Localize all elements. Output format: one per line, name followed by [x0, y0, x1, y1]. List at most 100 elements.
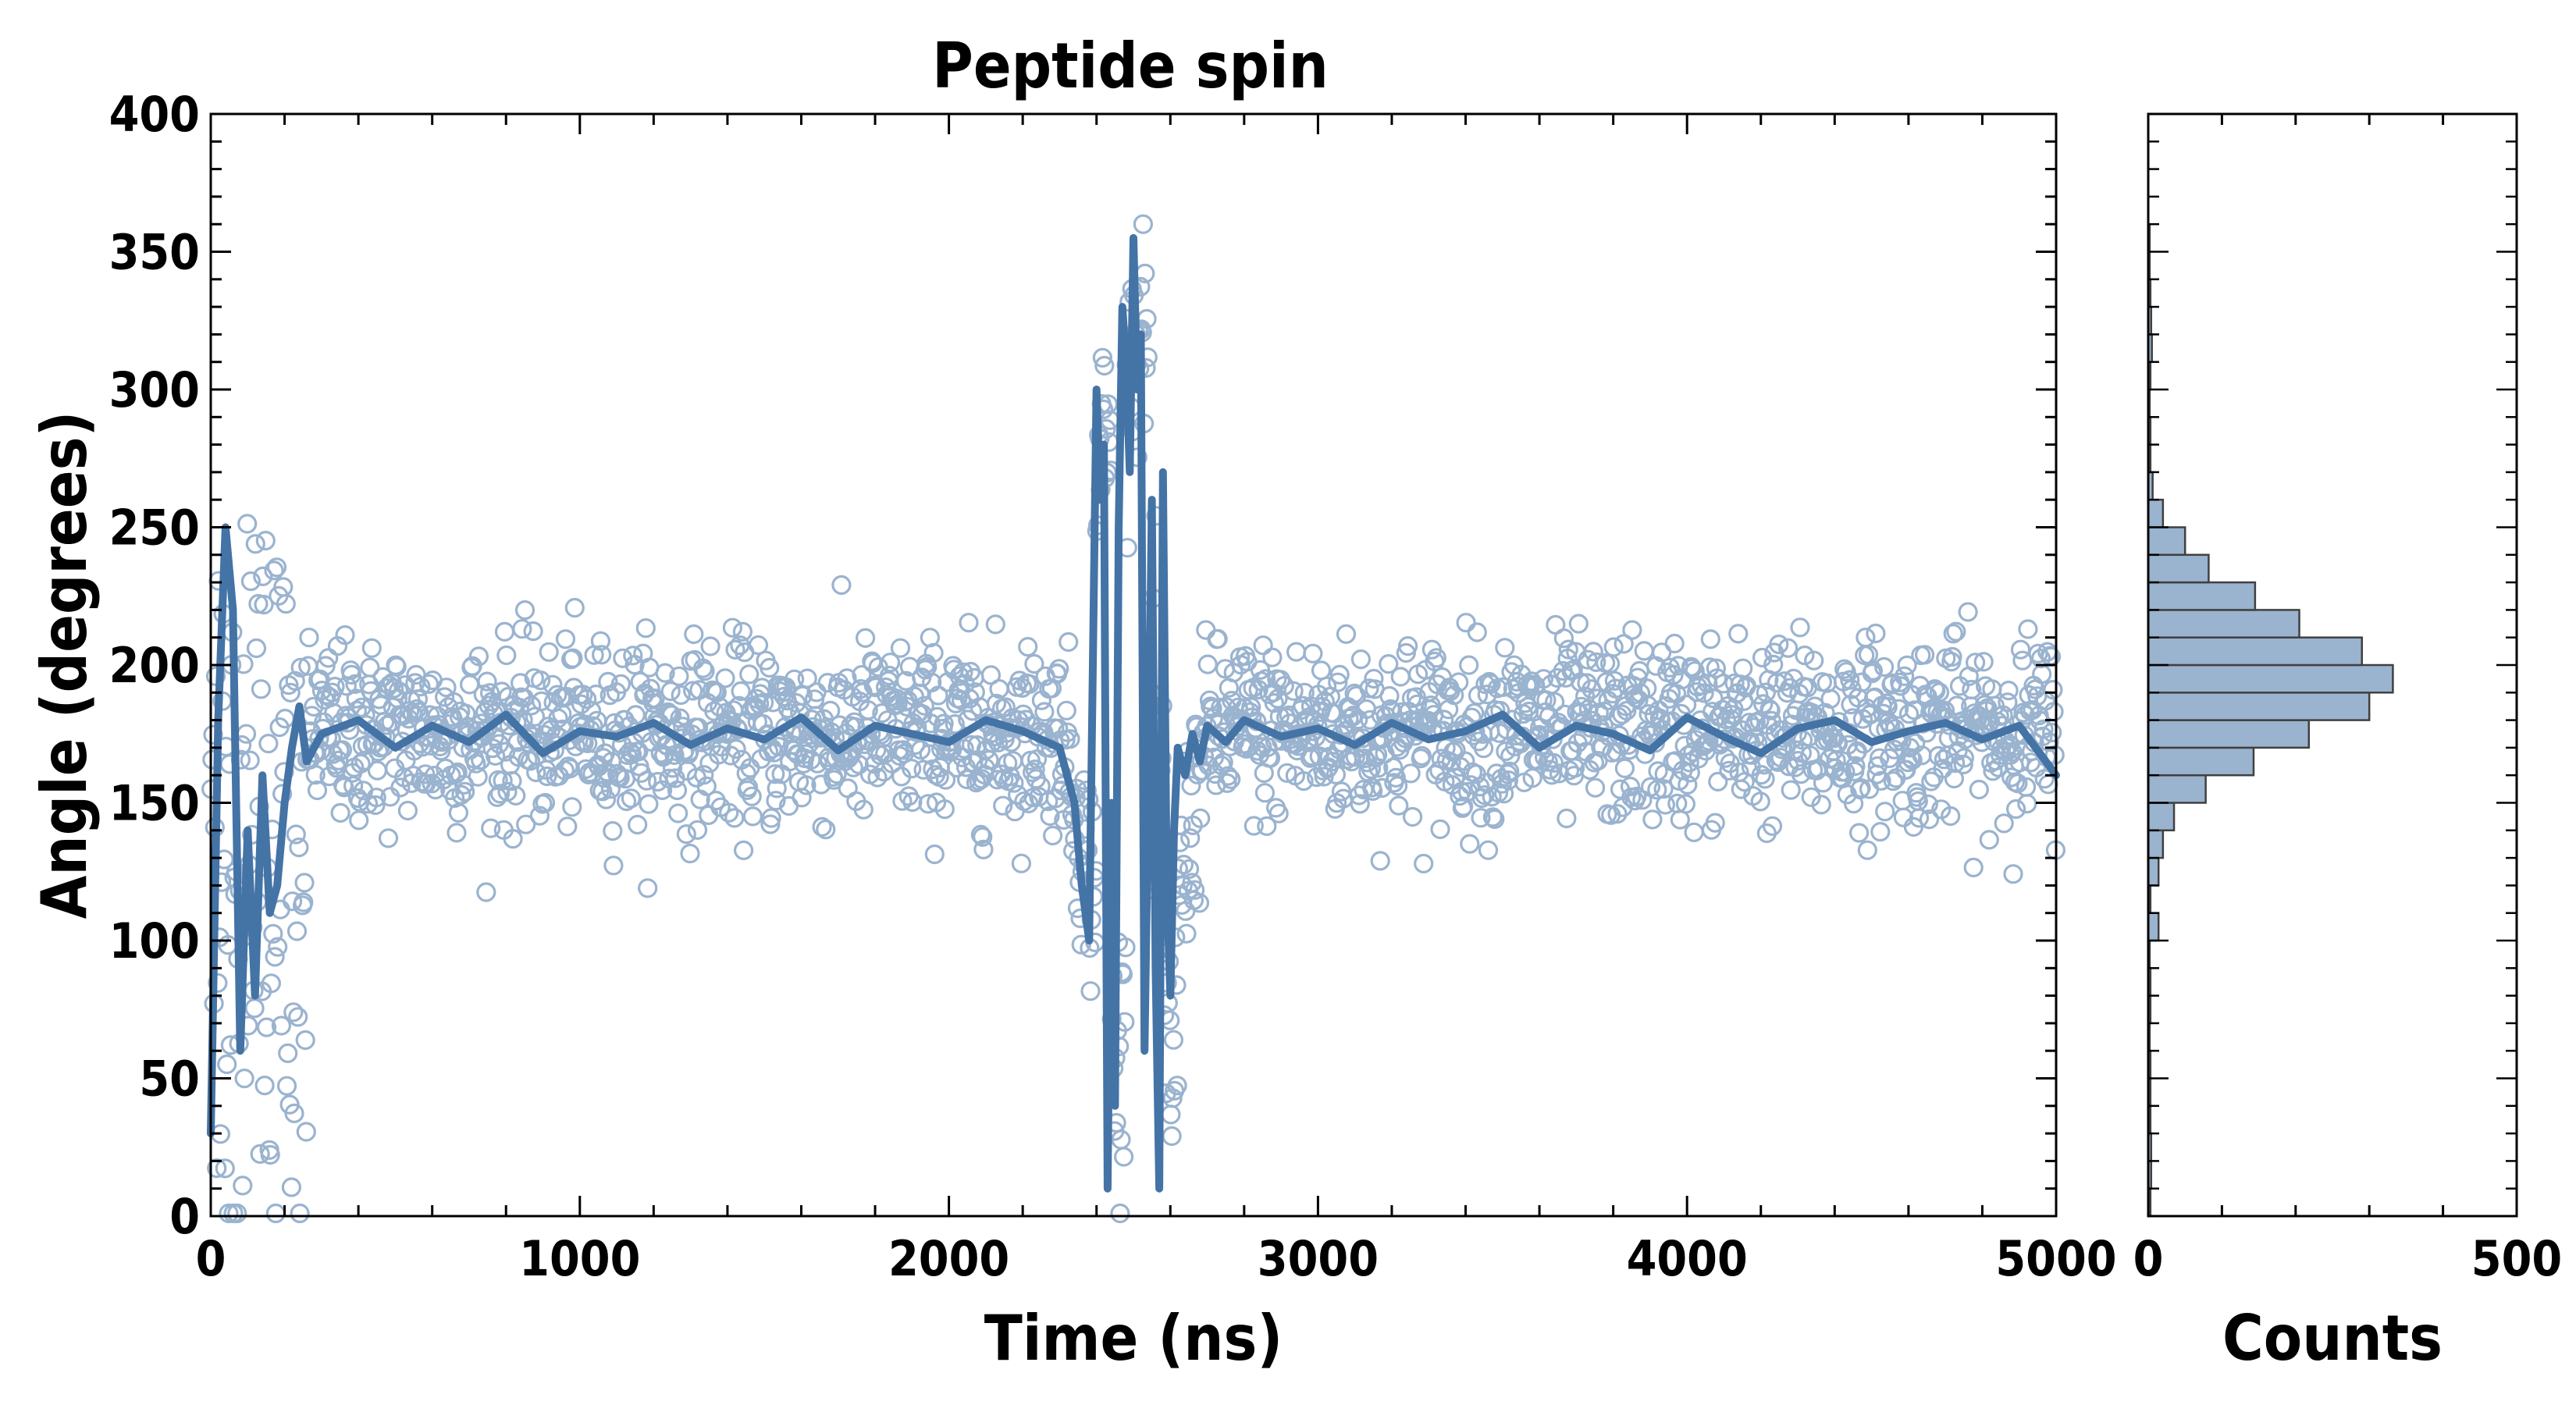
scatter-point	[1728, 624, 1749, 644]
scatter-point	[603, 820, 623, 841]
histogram-bar	[2147, 581, 2257, 611]
scatter-point	[1638, 695, 1658, 716]
scatter-point	[378, 828, 399, 848]
scatter-point	[1133, 214, 1154, 234]
scatter-point	[325, 676, 345, 697]
scatter-point	[993, 795, 1013, 816]
scatter-point	[853, 799, 873, 820]
scatter-point	[2043, 679, 2063, 700]
scatter-point	[1941, 806, 1961, 827]
scatter-point	[512, 619, 532, 639]
scatter-point	[1954, 748, 1974, 768]
scatter-point	[706, 682, 727, 702]
scatter-point	[1471, 808, 1491, 828]
scatter-point	[924, 844, 945, 865]
scatter-point	[890, 638, 911, 658]
scatter-point	[669, 666, 689, 687]
scatter-point	[616, 791, 637, 812]
scatter-point	[493, 770, 513, 791]
scatter-point	[1851, 777, 1871, 799]
scatter-point	[696, 776, 717, 797]
scatter-point	[1993, 705, 2013, 725]
scatter-point	[923, 642, 944, 663]
scatter-point	[386, 656, 407, 677]
scatter-point	[286, 824, 306, 845]
scatter-point	[1024, 653, 1044, 674]
scatter-point	[970, 824, 991, 845]
scatter-point	[2018, 619, 2038, 639]
scatter-point	[1553, 628, 1574, 649]
scatter-point	[503, 828, 523, 849]
scatter-point	[920, 713, 941, 734]
scatter-point	[217, 1054, 237, 1075]
scatter-point	[1943, 624, 1963, 644]
x-tick-label: 4000	[1627, 1230, 1748, 1287]
scatter-point	[1781, 780, 1801, 800]
scatter-point	[520, 751, 541, 771]
scatter-point	[294, 892, 314, 912]
scatter-point	[807, 753, 827, 774]
scatter-point	[1049, 659, 1069, 679]
scatter-point	[1979, 830, 1999, 850]
histogram-bars	[2147, 222, 2394, 1218]
scatter-point	[1918, 794, 1938, 815]
scatter-point	[548, 708, 568, 728]
histogram-bar	[2147, 609, 2300, 638]
scatter-point	[1963, 857, 1984, 878]
y-tick-label: 250	[109, 500, 200, 557]
scatter-point	[1056, 700, 1076, 720]
scatter-point	[1706, 658, 1726, 678]
scatter-point	[280, 682, 301, 703]
scatter-point	[1840, 670, 1860, 690]
scatter-point	[260, 1144, 280, 1165]
scatter-point	[635, 618, 656, 638]
scatter-point	[256, 1017, 277, 1037]
scatter-point	[564, 597, 585, 618]
scatter-point	[1934, 749, 1954, 770]
scatter-point	[1167, 1076, 1187, 1096]
scatter-point	[985, 614, 1005, 635]
scatter-point	[797, 668, 817, 688]
scatter-point	[1034, 702, 1055, 722]
scatter-point	[767, 778, 787, 799]
scatter-point	[667, 780, 688, 801]
scatter-point	[1354, 748, 1375, 769]
scatter-point	[1763, 654, 1784, 675]
scatter-point	[571, 694, 592, 714]
scatter-point	[1791, 743, 1812, 763]
scatter-point	[1583, 642, 1603, 662]
x-tick-label: 2000	[888, 1230, 1009, 1287]
scatter-point	[742, 786, 762, 806]
scatter-point	[1655, 795, 1675, 815]
scatter-point	[1184, 880, 1205, 900]
scatter-point	[1942, 646, 1962, 667]
scatter-point	[1969, 779, 1989, 800]
scatter-point	[1030, 776, 1051, 796]
scatter-point	[768, 736, 789, 757]
y-tick-label: 50	[139, 1051, 200, 1108]
scatter-point	[795, 744, 816, 764]
scatter-point	[1577, 673, 1597, 693]
scatter-point	[1363, 781, 1383, 802]
scatter-point	[1544, 692, 1565, 713]
scatter-point	[1076, 780, 1097, 801]
scatter-point	[724, 808, 745, 828]
scatter-point	[1607, 803, 1628, 824]
scatter-point	[299, 628, 319, 648]
scatter-point	[1162, 1126, 1182, 1147]
scatter-point	[604, 713, 624, 733]
scatter-point	[1700, 629, 1720, 649]
scatter-point	[1430, 819, 1450, 840]
scatter-point	[1866, 623, 1886, 644]
scatter-point	[1680, 763, 1700, 783]
scatter-point	[1113, 1147, 1134, 1167]
scatter-point	[468, 646, 489, 667]
scatter-point	[305, 764, 326, 785]
scatter-point	[1994, 813, 2014, 834]
scatter-point	[1482, 807, 1503, 827]
scatter-point	[1421, 695, 1441, 716]
scatter-point	[1397, 635, 1418, 656]
scatter-point	[1973, 652, 1994, 672]
scatter-point	[722, 617, 743, 638]
scatter-point	[1277, 763, 1297, 783]
